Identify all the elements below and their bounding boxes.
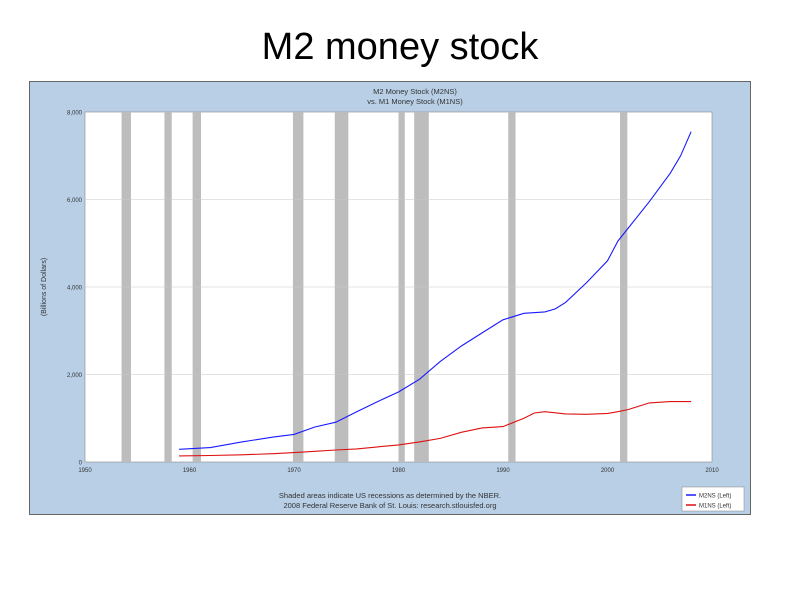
x-tick-label-5: 2000	[601, 468, 615, 474]
y-tick-labels: 8,000 6,000 4,000 2,000 0	[67, 111, 83, 467]
series-line-0	[179, 131, 692, 450]
series-line-1	[179, 401, 692, 457]
legend-box	[681, 486, 745, 512]
x-tick-label-2: 1970	[287, 468, 301, 474]
series-lines	[179, 131, 692, 457]
x-tick-label-3: 1980	[392, 468, 406, 474]
y-tick-label-3: 2,000	[67, 373, 83, 379]
chart-frame: M2 Money Stock (M2NS) vs. M1 Money Stock…	[29, 81, 751, 515]
m2-chart: M2 Money Stock (M2NS) vs. M1 Money Stock…	[30, 82, 750, 514]
y-tick-label-4: 0	[79, 461, 83, 467]
gridlines	[85, 199, 712, 375]
y-tick-label-2: 4,000	[67, 286, 83, 292]
x-tick-label-6: 2010	[705, 468, 719, 474]
y-tick-label-1: 6,000	[67, 198, 83, 204]
legend: M2NS (Left) M1NS (Left)	[681, 486, 745, 512]
footnote-source: 2008 Federal Reserve Bank of St. Louis: …	[283, 501, 496, 510]
x-tick-label-0: 1950	[78, 468, 92, 474]
y-tick-label-0: 8,000	[67, 111, 83, 117]
chart-subtitle: vs. M1 Money Stock (M1NS)	[367, 97, 463, 106]
x-tick-labels: 1950 1960 1970 1980 1990 2000 2010	[78, 468, 719, 474]
legend-label-m2ns: M2NS (Left)	[699, 494, 731, 500]
slide-title: M2 money stock	[261, 26, 539, 68]
footnote-recessions: Shaded areas indicate US recessions as d…	[279, 491, 501, 500]
x-tick-label-1: 1960	[183, 468, 197, 474]
x-tick-label-4: 1990	[496, 468, 510, 474]
y-axis-label: (Billions of Dollars)	[41, 258, 48, 316]
chart-title: M2 Money Stock (M2NS)	[373, 87, 457, 96]
legend-label-m1ns: M1NS (Left)	[699, 504, 731, 510]
